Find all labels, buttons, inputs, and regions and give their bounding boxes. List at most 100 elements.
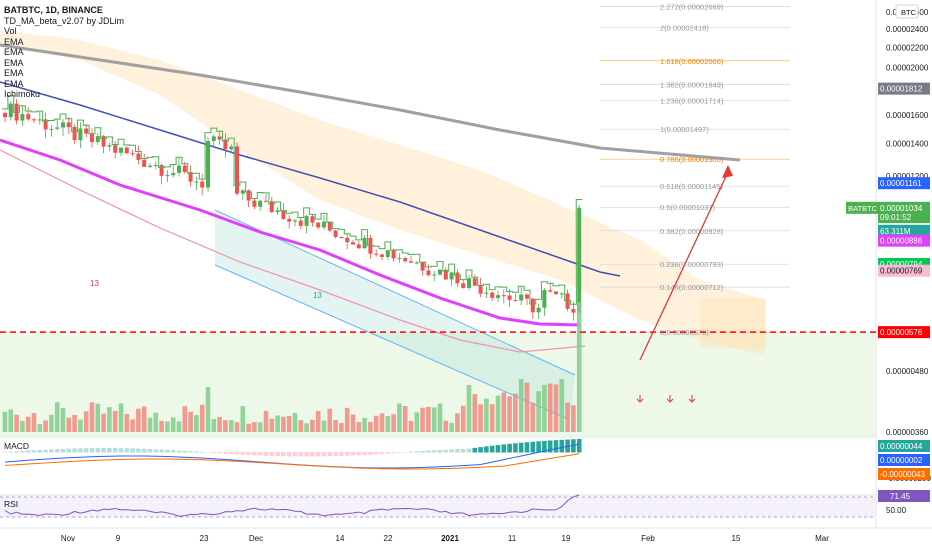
candle — [26, 114, 31, 120]
volume-bar — [518, 379, 524, 432]
macd-bar — [542, 440, 547, 453]
macd-bar — [199, 451, 205, 453]
candle — [345, 237, 350, 243]
legend-indicator-6[interactable]: EMA — [4, 78, 24, 89]
symbol-title[interactable]: BATBTC, 1D, BINANCE — [4, 5, 103, 15]
time-tick-label: Mar — [815, 534, 829, 543]
volume-bar — [402, 406, 408, 432]
candle — [530, 298, 535, 313]
volume-bar — [327, 408, 333, 432]
volume-bar — [194, 415, 199, 432]
volume-bar — [205, 387, 211, 432]
macd-bar — [170, 450, 176, 453]
macd-bar — [484, 446, 489, 453]
volume-bar — [101, 413, 106, 432]
legend-indicator-0[interactable]: TD_MA_beta_v2.07 by JDLim — [4, 15, 125, 26]
candle — [542, 290, 547, 308]
volume-bar — [275, 415, 280, 432]
down-arrow — [636, 395, 644, 403]
macd-bar — [402, 452, 408, 453]
volume-bar — [420, 407, 425, 432]
legend-indicator-1[interactable]: Vol — [4, 26, 17, 36]
volume-bar — [182, 406, 188, 432]
macd-bar — [576, 438, 582, 453]
macd-bar — [124, 448, 130, 453]
macd-bar — [397, 452, 402, 453]
legend-indicator-4[interactable]: EMA — [4, 57, 24, 68]
macd-bar — [478, 447, 483, 453]
candle — [66, 122, 71, 128]
candle — [501, 295, 506, 297]
macd-bar — [437, 449, 443, 453]
fib-levels: 2.272(0.00002669) 2(0.00002418) 1.618(0.00… — [600, 2, 790, 337]
volume-bar — [339, 423, 344, 432]
down-channel — [215, 210, 575, 420]
volume-bar — [397, 403, 402, 432]
macd-bar — [246, 452, 251, 456]
price-tag-text: 0.00000886 — [880, 237, 923, 246]
candle — [559, 293, 564, 295]
macd-bar — [159, 449, 164, 453]
candle — [281, 210, 286, 219]
macd-bar — [78, 448, 83, 453]
macd-tag — [878, 468, 930, 480]
candle — [165, 175, 170, 177]
volume-bar — [443, 420, 449, 432]
volume-bar — [234, 422, 240, 432]
macd-bar — [315, 452, 321, 457]
volume-bar — [292, 412, 298, 432]
macd-bar — [553, 440, 559, 453]
candle — [374, 253, 379, 255]
price-tick-label: 0.00001400 — [886, 139, 929, 148]
macd-bar — [431, 450, 437, 453]
candle — [49, 128, 54, 130]
price-tag — [878, 82, 930, 95]
candle — [478, 285, 483, 294]
volume-bar — [147, 417, 153, 432]
volume-bar — [31, 413, 37, 432]
volume-bar — [478, 404, 483, 432]
price-tag-text: 0.00000576 — [880, 328, 923, 337]
candle — [171, 172, 176, 176]
volume-bar — [188, 411, 193, 432]
macd-bar — [31, 450, 37, 453]
candle — [455, 272, 460, 284]
volume-bar — [25, 416, 31, 432]
candle — [565, 293, 570, 309]
volume-bar — [373, 415, 379, 432]
candle — [269, 201, 274, 213]
candle — [8, 103, 13, 118]
volume-bar — [246, 423, 251, 432]
candle — [484, 292, 489, 294]
time-tick-label: Dec — [249, 534, 263, 543]
time-axis: Nov 9 23 Dec 14 22 2021 11 19 Feb 15 Mar — [61, 534, 829, 543]
legend-indicator-5[interactable]: EMA — [4, 68, 24, 78]
macd-bar — [49, 449, 54, 453]
macd-bar — [107, 448, 112, 453]
legend-indicator-7[interactable]: Ichimoku — [4, 89, 41, 99]
macd-bar — [257, 452, 263, 456]
fib-label: 2(0.00002418) — [660, 23, 709, 32]
legend-indicator-2[interactable]: EMA — [4, 36, 24, 47]
volume-bar — [310, 419, 315, 432]
candle — [223, 139, 228, 150]
volume-bar — [223, 420, 228, 432]
candle — [78, 128, 83, 141]
fib-label: 1.236(0.00001714) — [660, 96, 724, 105]
legend-indicator-3[interactable]: EMA — [4, 47, 24, 57]
macd-bar — [489, 445, 495, 453]
candle — [449, 272, 454, 280]
volume-bar — [565, 402, 570, 432]
volume-bar — [460, 405, 466, 432]
candle — [536, 307, 541, 313]
macd-bar — [379, 452, 385, 454]
macd-bar — [507, 443, 512, 453]
candle — [107, 145, 112, 147]
down-arrow — [666, 395, 674, 403]
macd-bar — [234, 452, 240, 455]
volume-bar — [66, 417, 72, 432]
candle — [90, 133, 94, 143]
price-tag — [878, 264, 930, 277]
